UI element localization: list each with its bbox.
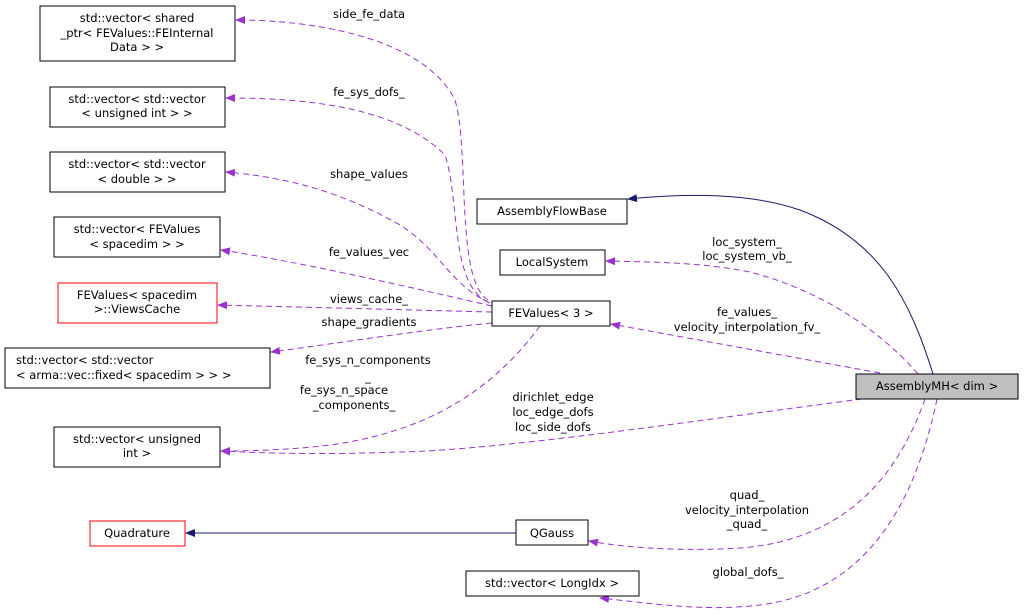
svg-text:fe_sys_n_components: fe_sys_n_components — [305, 353, 431, 367]
svg-text:QGauss: QGauss — [530, 526, 574, 540]
node-shared-ptr-vector[interactable]: std::vector< shared _ptr< FEValues::FEIn… — [39, 5, 236, 62]
label-global-dofs: global_dofs_ — [713, 565, 784, 579]
svg-text:int >: int > — [123, 446, 151, 460]
svg-text:< arma::vec::fixed< spacedim >: < arma::vec::fixed< spacedim > > > — [16, 368, 232, 382]
svg-text:< unsigned int > >: < unsigned int > > — [81, 106, 192, 120]
node-assembly-flow-base[interactable]: AssemblyFlowBase — [476, 198, 628, 225]
edge-fe-values-vec — [220, 247, 493, 307]
node-qgauss[interactable]: QGauss — [515, 519, 589, 546]
node-views-cache[interactable]: FEValues< spacedim >::ViewsCache — [57, 282, 218, 324]
label-views-cache: views_cache_ — [330, 292, 408, 306]
svg-text:std::vector< LongIdx >: std::vector< LongIdx > — [485, 576, 619, 590]
edge-fe-sys-n — [220, 325, 541, 455]
node-vector-longidx[interactable]: std::vector< LongIdx > — [465, 570, 640, 597]
svg-text:_quad_: _quad_ — [726, 517, 768, 531]
svg-text:std::vector< shared: std::vector< shared — [80, 11, 195, 25]
svg-text:quad_: quad_ — [730, 488, 765, 502]
svg-text:>::ViewsCache: >::ViewsCache — [94, 302, 180, 316]
node-local-system[interactable]: LocalSystem — [499, 249, 606, 276]
svg-text:_components_: _components_ — [312, 398, 396, 412]
svg-text:dirichlet_edge: dirichlet_edge — [512, 390, 593, 404]
label-quad: quad_ velocity_interpolation _quad_ — [685, 488, 809, 531]
label-fe-values: fe_values_ velocity_interpolation_fv_ — [674, 305, 821, 334]
svg-text:AssemblyMH< dim >: AssemblyMH< dim > — [876, 379, 998, 393]
svg-text:FEValues< spacedim: FEValues< spacedim — [77, 288, 197, 302]
svg-text:loc_system_: loc_system_ — [712, 235, 782, 249]
label-fe-sys-n: fe_sys_n_components _ fe_sys_n_space _co… — [300, 353, 431, 412]
svg-text:std::vector< unsigned: std::vector< unsigned — [73, 432, 201, 446]
svg-text:velocity_interpolation: velocity_interpolation — [685, 503, 809, 517]
label-fe-sys-dofs: fe_sys_dofs_ — [333, 85, 405, 99]
label-dirichlet: dirichlet_edge loc_edge_dofs loc_side_do… — [512, 390, 593, 434]
node-quadrature[interactable]: Quadrature — [89, 520, 186, 547]
edge-side-fe-data — [235, 16, 489, 301]
svg-text:std::vector< std::vector: std::vector< std::vector — [68, 157, 206, 171]
svg-text:std::vector< FEValues: std::vector< FEValues — [74, 222, 201, 236]
label-loc-system: loc_system_ loc_system_vb_ — [702, 235, 792, 263]
edge-shape-gradients — [270, 322, 493, 355]
edge-dirichlet — [220, 398, 863, 456]
svg-text:loc_edge_dofs: loc_edge_dofs — [512, 405, 593, 419]
svg-text:std::vector< std::vector: std::vector< std::vector — [16, 353, 154, 367]
svg-text:fe_values_: fe_values_ — [717, 305, 777, 319]
svg-text:_: _ — [364, 370, 371, 384]
edge-shape-values — [225, 168, 491, 304]
edge-fe-values — [610, 321, 881, 374]
node-vector-vector-double[interactable]: std::vector< std::vector < double > > — [49, 151, 226, 193]
label-shape-gradients: shape_gradients — [322, 315, 417, 329]
node-vector-vector-unsigned[interactable]: std::vector< std::vector < unsigned int … — [49, 86, 226, 128]
svg-text:< spacedim > >: < spacedim > > — [89, 237, 184, 251]
label-side-fe-data: side_fe_data — [333, 7, 405, 21]
node-vector-unsigned-int[interactable]: std::vector< unsigned int > — [53, 426, 221, 468]
node-vector-vector-arma[interactable]: std::vector< std::vector < arma::vec::fi… — [4, 347, 271, 389]
svg-text:velocity_interpolation_fv_: velocity_interpolation_fv_ — [674, 320, 821, 334]
svg-text:std::vector< std::vector: std::vector< std::vector — [68, 92, 206, 106]
edge-inherits-assembly-flow-base — [627, 194, 934, 375]
svg-text:LocalSystem: LocalSystem — [516, 255, 589, 269]
svg-text:Quadrature: Quadrature — [104, 526, 170, 540]
node-vector-fevalues[interactable]: std::vector< FEValues < spacedim > > — [53, 216, 221, 258]
svg-text:AssemblyFlowBase: AssemblyFlowBase — [497, 204, 607, 218]
svg-text:fe_sys_n_space: fe_sys_n_space — [300, 383, 388, 397]
node-assembly-mh[interactable]: AssemblyMH< dim > — [855, 373, 1019, 400]
label-fe-values-vec: fe_values_vec — [329, 245, 409, 259]
edge-quad — [588, 398, 926, 550]
edge-views-cache — [217, 301, 493, 313]
edge-fe-sys-dofs — [225, 94, 489, 303]
edge-loc-system — [605, 257, 919, 375]
edge-global-dofs — [599, 398, 938, 609]
svg-text:loc_system_vb_: loc_system_vb_ — [702, 249, 792, 263]
label-shape-values: shape_values — [330, 167, 408, 181]
svg-text:Data > >: Data > > — [110, 40, 164, 54]
svg-text:loc_side_dofs: loc_side_dofs — [515, 420, 591, 434]
svg-text:FEValues< 3 >: FEValues< 3 > — [508, 306, 593, 320]
svg-text:< double > >: < double > > — [97, 172, 176, 186]
svg-text:_ptr< FEValues::FEInternal: _ptr< FEValues::FEInternal — [60, 26, 214, 40]
node-fevalues-3[interactable]: FEValues< 3 > — [491, 300, 611, 327]
